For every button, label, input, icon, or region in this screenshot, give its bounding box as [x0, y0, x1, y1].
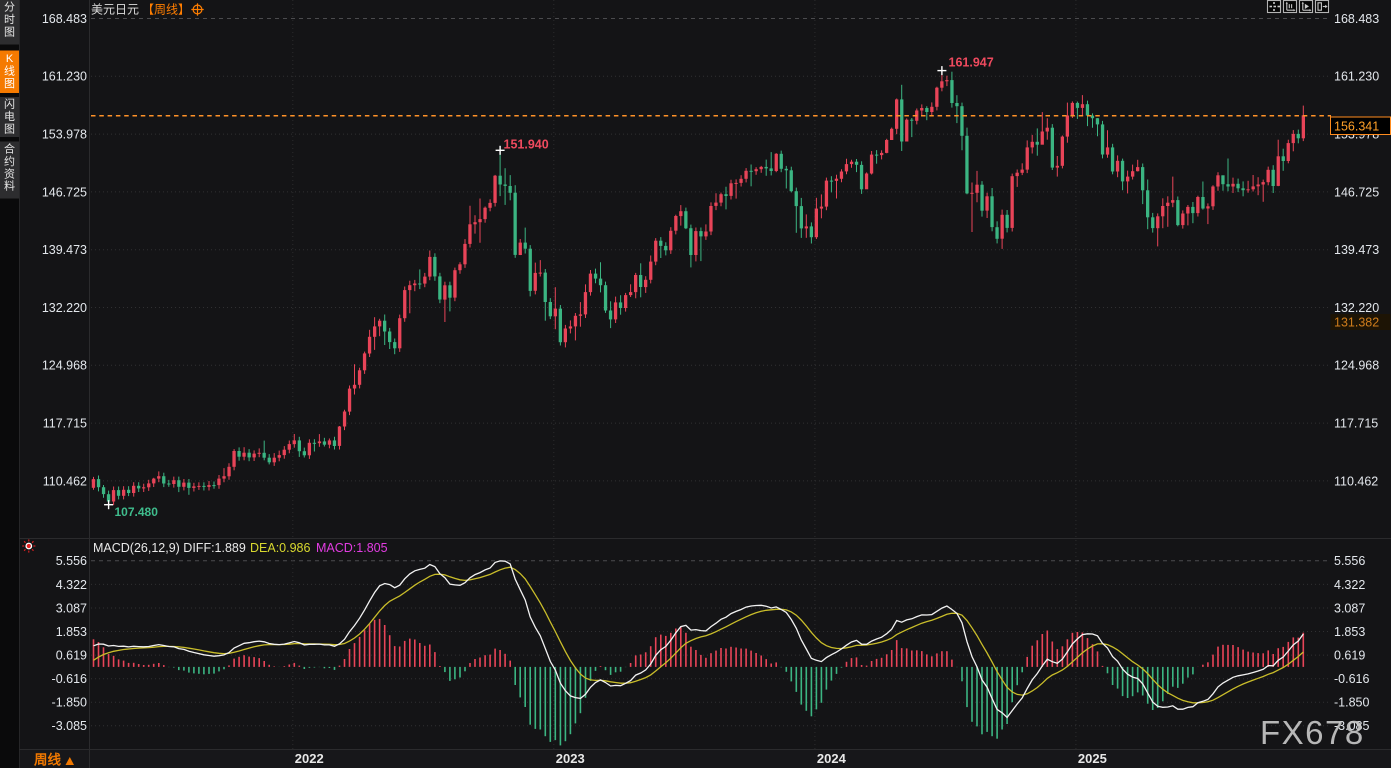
svg-text:4.322: 4.322: [56, 578, 87, 592]
svg-text:124.968: 124.968: [42, 359, 87, 373]
svg-text:0.619: 0.619: [1334, 649, 1365, 663]
svg-text:资: 资: [4, 167, 15, 180]
svg-text:图: 图: [4, 123, 15, 136]
svg-text:153.978: 153.978: [42, 128, 87, 142]
svg-text:5.556: 5.556: [1334, 554, 1365, 568]
svg-text:132.220: 132.220: [1334, 301, 1379, 315]
svg-text:146.725: 146.725: [42, 185, 87, 199]
svg-text:0.619: 0.619: [56, 649, 87, 663]
svg-text:156.341: 156.341: [1334, 119, 1379, 133]
svg-text:美元日元: 美元日元: [91, 3, 139, 17]
svg-text:2023: 2023: [556, 751, 585, 766]
svg-text:图: 图: [4, 77, 15, 90]
svg-text:110.462: 110.462: [43, 474, 87, 488]
svg-text:料: 料: [4, 179, 15, 193]
svg-text:3.087: 3.087: [56, 601, 87, 615]
svg-text:周线: 周线: [34, 752, 61, 768]
svg-text:-0.616: -0.616: [52, 672, 87, 686]
svg-text:电: 电: [4, 110, 15, 123]
svg-text:107.480: 107.480: [115, 505, 159, 519]
svg-text:-1.850: -1.850: [52, 696, 87, 710]
svg-text:-1.850: -1.850: [1334, 696, 1369, 710]
svg-text:168.483: 168.483: [42, 12, 87, 26]
svg-text:MACD(26,12,9) DIFF:1.889: MACD(26,12,9) DIFF:1.889: [93, 541, 246, 555]
svg-text:151.940: 151.940: [504, 138, 549, 152]
svg-text:-0.616: -0.616: [1334, 672, 1369, 686]
svg-text:合: 合: [4, 142, 15, 156]
svg-text:K: K: [6, 53, 14, 65]
svg-text:线: 线: [4, 64, 15, 78]
svg-text:-3.085: -3.085: [52, 719, 87, 733]
svg-text:DEA:0.986: DEA:0.986: [250, 541, 311, 555]
svg-text:131.382: 131.382: [1334, 315, 1379, 329]
svg-text:117.715: 117.715: [1334, 417, 1378, 431]
svg-text:110.462: 110.462: [1334, 474, 1378, 488]
svg-text:139.473: 139.473: [1334, 243, 1379, 257]
svg-text:MACD:1.805: MACD:1.805: [316, 541, 388, 555]
svg-text:【周线】: 【周线】: [142, 3, 190, 17]
svg-text:-3.085: -3.085: [1334, 719, 1369, 733]
svg-text:闪: 闪: [4, 97, 15, 111]
svg-text:5.556: 5.556: [56, 554, 87, 568]
svg-text:FX678: FX678: [1260, 714, 1365, 751]
svg-text:2024: 2024: [817, 751, 847, 766]
svg-text:3.087: 3.087: [1334, 601, 1365, 615]
svg-text:132.220: 132.220: [42, 301, 87, 315]
svg-text:2025: 2025: [1078, 751, 1107, 766]
svg-text:图: 图: [4, 26, 15, 39]
svg-text:1.853: 1.853: [1334, 625, 1365, 639]
svg-text:分: 分: [4, 1, 15, 14]
svg-text:2022: 2022: [295, 751, 324, 766]
svg-text:161.947: 161.947: [949, 56, 994, 70]
svg-text:1.853: 1.853: [56, 625, 87, 639]
svg-text:时: 时: [4, 13, 15, 26]
svg-text:约: 约: [4, 155, 15, 168]
svg-text:161.230: 161.230: [1334, 70, 1379, 84]
svg-text:124.968: 124.968: [1334, 359, 1379, 373]
svg-text:117.715: 117.715: [43, 417, 87, 431]
svg-text:161.230: 161.230: [42, 70, 87, 84]
svg-text:168.483: 168.483: [1334, 12, 1379, 26]
svg-text:4.322: 4.322: [1334, 578, 1365, 592]
svg-text:139.473: 139.473: [42, 243, 87, 257]
svg-text:146.725: 146.725: [1334, 185, 1379, 199]
